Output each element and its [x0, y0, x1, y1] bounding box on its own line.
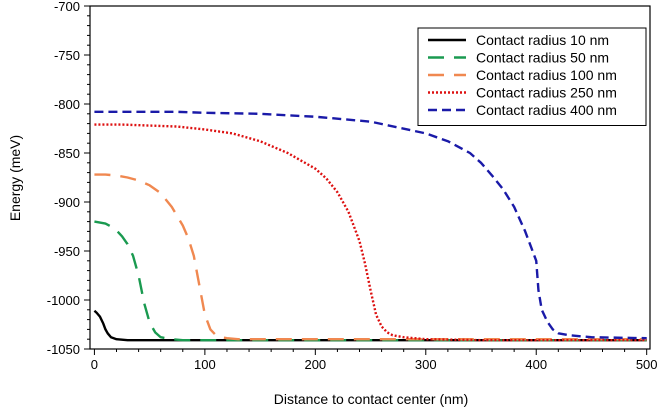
legend: Contact radius 10 nm Contact radius 50 nm… [417, 27, 647, 126]
y-tick-label: -1050 [47, 342, 80, 357]
x-tick-label: 200 [304, 357, 326, 372]
series-line-2 [94, 220, 647, 342]
series-layer [93, 110, 647, 342]
series-line-3 [94, 173, 647, 341]
series-line-5 [94, 110, 647, 340]
legend-entry-label: Contact radius 400 nm [476, 102, 617, 118]
legend-entry-label: Contact radius 250 nm [476, 85, 617, 101]
series-line-1 [93, 309, 647, 342]
x-axis-label: Distance to contact center (nm) [274, 391, 469, 407]
x-tick-label: 0 [91, 357, 98, 372]
axes-layer: 0 100 200 300 400 500 -700 -750 -800 -850 -900 -950… [47, 0, 658, 372]
series-line-4 [94, 123, 647, 342]
y-tick-label: -850 [54, 146, 80, 161]
x-tick-label: 300 [415, 357, 437, 372]
y-tick-label: -950 [54, 244, 80, 259]
legend-entry-label: Contact radius 10 nm [476, 32, 609, 48]
y-axis-label: Energy (meV) [7, 135, 23, 221]
x-tick-label: 500 [636, 357, 658, 372]
legend-entry-label: Contact radius 50 nm [476, 50, 609, 66]
legend-entry-label: Contact radius 100 nm [476, 67, 617, 83]
y-tick-label: -750 [54, 48, 80, 63]
plot-area [89, 5, 651, 350]
y-tick-label: -900 [54, 195, 80, 210]
x-tick-label: 100 [194, 357, 216, 372]
y-tick-label: -1000 [47, 293, 80, 308]
x-tick-label: 400 [525, 357, 547, 372]
y-tick-label: -700 [54, 0, 80, 14]
plot-border [89, 5, 651, 350]
y-tick-label: -800 [54, 97, 80, 112]
